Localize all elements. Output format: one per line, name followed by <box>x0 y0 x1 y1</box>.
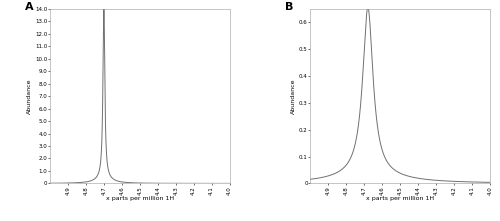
Text: B: B <box>286 2 294 12</box>
Y-axis label: Abundance: Abundance <box>27 78 32 114</box>
Y-axis label: Abundance: Abundance <box>291 78 296 114</box>
X-axis label: x parts per million 1H: x parts per million 1H <box>106 196 174 201</box>
Text: A: A <box>25 2 34 12</box>
X-axis label: x parts per million 1H: x parts per million 1H <box>366 196 434 201</box>
